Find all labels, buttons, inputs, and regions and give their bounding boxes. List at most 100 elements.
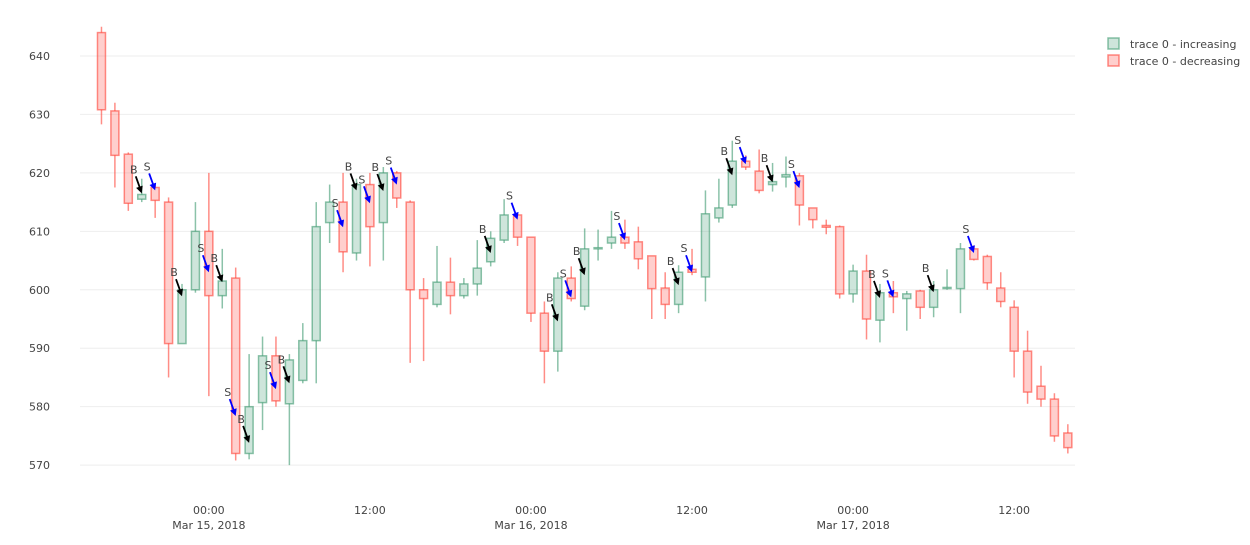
y-tick-label: 600	[29, 284, 50, 297]
candle-body	[539, 312, 550, 352]
candle-body	[647, 255, 657, 290]
annotation-label: B	[922, 262, 930, 275]
annotation-arrowhead	[243, 435, 251, 443]
annotation-arrowhead	[552, 313, 559, 322]
candle-body	[861, 270, 872, 320]
y-tick-label: 640	[29, 50, 50, 63]
annotation-arrowhead	[377, 183, 385, 191]
annotation-arrowhead	[283, 375, 291, 384]
x-tick-label: 12:00	[676, 504, 708, 517]
annotation-label: S	[734, 134, 741, 147]
annotation-label: B	[210, 252, 218, 265]
annotation-arrowhead	[874, 290, 881, 298]
annotation-arrowhead	[565, 289, 573, 298]
candle-body	[405, 201, 415, 291]
annotation-arrowhead	[176, 288, 183, 297]
candle-body	[257, 355, 268, 404]
candle-body	[714, 207, 724, 219]
candle-body	[472, 267, 483, 285]
annotation-arrowhead	[793, 180, 801, 189]
candle-body	[579, 248, 590, 307]
candle-body	[365, 183, 375, 228]
grid	[80, 55, 1075, 466]
annotation-arrowhead	[149, 182, 157, 191]
x-tick-label: 00:00 Mar 17, 2018	[816, 504, 889, 532]
annotation-label: S	[144, 160, 151, 173]
annotation-label: B	[372, 161, 380, 174]
candle-body	[136, 193, 147, 200]
candle-body	[230, 277, 241, 455]
candle-body	[378, 172, 389, 224]
annotation-arrowhead	[726, 167, 734, 176]
annotation-arrowhead	[579, 267, 586, 276]
annotation-label: S	[506, 190, 513, 203]
candle-body	[808, 207, 818, 221]
candle-body	[928, 289, 939, 309]
axes: 570 580 590 600 610 620 630 640 00:00 Mar 15, 201…	[29, 50, 1030, 532]
annotation-label: S	[385, 155, 392, 168]
candle-body	[834, 225, 845, 295]
annotation-label: B	[345, 160, 353, 173]
candle-body	[606, 236, 617, 244]
candle-body	[754, 170, 764, 192]
legend-label[interactable]: trace 0 - decreasing	[1130, 55, 1240, 68]
candle-body	[1049, 398, 1060, 437]
candle-body	[392, 172, 402, 199]
y-tick-label: 610	[29, 225, 50, 238]
annotation-arrowhead	[740, 156, 747, 165]
candle-body	[204, 230, 214, 297]
candle-body	[593, 246, 603, 250]
annotation-arrowhead	[350, 182, 358, 191]
legend-swatch	[1107, 37, 1120, 50]
candle-body	[942, 286, 952, 290]
candle-body	[351, 183, 362, 254]
annotation-arrowhead	[766, 174, 774, 183]
candle-body	[1009, 306, 1019, 352]
candle-body	[1022, 350, 1033, 393]
candle-body	[110, 110, 120, 157]
candle-body	[499, 214, 509, 241]
annotation-arrowhead	[270, 381, 277, 390]
annotation-arrowhead	[511, 211, 519, 220]
candle-body	[915, 290, 925, 309]
candle-body	[794, 175, 805, 206]
y-tick-label: 590	[29, 342, 50, 355]
candle-body	[190, 230, 201, 291]
annotation-label: S	[962, 223, 969, 236]
y-tick-label: 620	[29, 167, 50, 180]
annotation-arrowhead	[619, 232, 626, 241]
candle-body	[96, 31, 107, 111]
candle-body	[418, 289, 429, 300]
candle-body	[821, 224, 831, 228]
legend-label[interactable]: trace 0 - increasing	[1130, 38, 1236, 51]
annotation-arrowhead	[216, 274, 224, 283]
annotation-arrowhead	[672, 277, 680, 286]
annotation-label: B	[868, 268, 876, 281]
candle-body	[1036, 385, 1046, 400]
candle-body	[123, 153, 134, 205]
annotation-label: B	[721, 145, 729, 158]
candle-body	[163, 201, 174, 345]
candle-body	[244, 405, 254, 455]
x-tick-label: 12:00	[354, 504, 386, 517]
annotation-arrowhead	[203, 264, 210, 273]
candle-body	[902, 293, 912, 300]
annotation-label: S	[788, 158, 795, 171]
candle-body	[673, 271, 684, 306]
annotation-label: B	[278, 353, 286, 366]
candle-body	[1063, 432, 1073, 449]
annotation-label: B	[479, 223, 487, 236]
annotation-arrowhead	[364, 195, 371, 204]
candle-body	[660, 287, 670, 306]
candle-body	[955, 248, 966, 290]
annotation-arrowhead	[968, 245, 975, 253]
annotation-arrowhead	[927, 284, 935, 293]
candle-body	[324, 201, 335, 224]
annotation-label: B	[170, 266, 178, 279]
annotation-label: B	[546, 291, 554, 304]
annotation-arrowhead	[136, 185, 143, 194]
x-tick-label: 00:00 Mar 16, 2018	[494, 504, 567, 532]
candle-body	[995, 287, 1006, 303]
